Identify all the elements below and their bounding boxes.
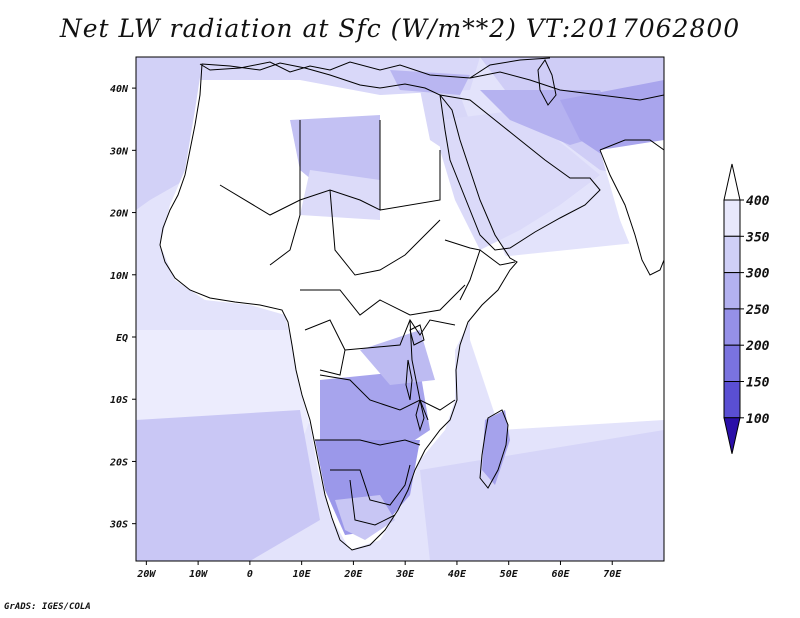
lat-label: 10N	[110, 271, 129, 282]
colorbar-box	[723, 308, 741, 346]
radiation-field	[136, 57, 664, 561]
lat-label: 20N	[109, 209, 129, 220]
colorbar-box	[723, 381, 741, 419]
colorbar-label: 400	[746, 194, 770, 209]
colorbar-under-arrow	[723, 417, 741, 454]
colorbar-over-arrow	[723, 163, 741, 201]
longitude-axis: 20W 10W 0 10E 20E 30E 40E 50E 60E 70E	[136, 561, 622, 580]
map-title: Net LW radiation at Sfc (W/m**2) VT:2017…	[59, 14, 741, 43]
colorbar-label: 100	[746, 412, 770, 427]
colorbar-box	[723, 344, 741, 383]
lon-label: 10W	[189, 569, 208, 580]
colorbar-label: 150	[746, 376, 770, 391]
lat-label: 10S	[110, 395, 128, 406]
lon-label: 0	[247, 569, 253, 580]
lon-label: 20E	[343, 569, 363, 580]
colorbar-box	[723, 235, 741, 274]
colorbar: 400 350 300 250 200 150 100	[723, 163, 770, 454]
colorbar-box	[723, 199, 741, 237]
colorbar-box	[723, 272, 741, 310]
lon-label: 50E	[500, 569, 519, 580]
lat-label: 40N	[110, 84, 129, 95]
lon-label: 40E	[448, 569, 467, 580]
lat-label: 20S	[109, 457, 128, 468]
map-frame	[135, 56, 665, 562]
lon-label: 60E	[551, 569, 570, 580]
colorbar-label: 300	[745, 267, 770, 282]
colorbar-label: 350	[745, 230, 770, 245]
colorbar-label: 250	[745, 303, 770, 318]
lat-label: 30S	[109, 520, 128, 531]
lat-label: EQ	[116, 333, 128, 344]
lon-label: 20W	[136, 569, 156, 580]
credit-text: GrADS: IGES/COLA	[4, 602, 91, 612]
lon-label: 30E	[395, 569, 415, 580]
colorbar-label: 200	[745, 339, 770, 354]
coastlines	[159, 57, 664, 551]
lon-label: 70E	[603, 569, 622, 580]
latitude-axis: 40N 30N 20N 10N EQ 10S 20S 30S	[109, 84, 136, 531]
lat-label: 30N	[109, 146, 129, 157]
lon-label: 10E	[293, 569, 312, 580]
